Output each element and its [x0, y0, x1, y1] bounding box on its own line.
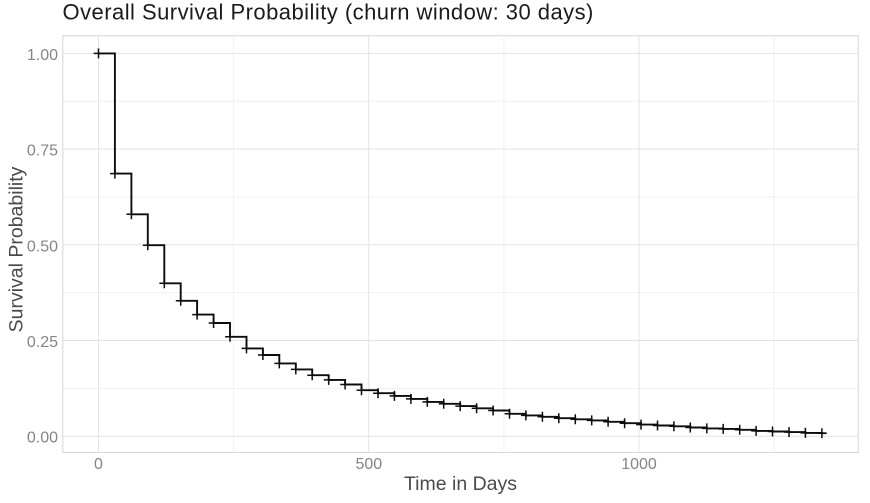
svg-text:Overall Survival Probability (: Overall Survival Probability (churn wind… [63, 0, 594, 25]
svg-text:1.00: 1.00 [27, 47, 58, 64]
svg-text:0.75: 0.75 [27, 143, 58, 160]
svg-text:500: 500 [355, 456, 382, 473]
svg-text:0.50: 0.50 [27, 238, 58, 255]
svg-text:1000: 1000 [621, 456, 657, 473]
svg-text:0.00: 0.00 [27, 430, 58, 447]
svg-text:0: 0 [94, 456, 103, 473]
svg-text:0.25: 0.25 [27, 334, 58, 351]
svg-text:Time in Days: Time in Days [404, 473, 517, 495]
svg-text:Survival Probability: Survival Probability [6, 166, 28, 332]
